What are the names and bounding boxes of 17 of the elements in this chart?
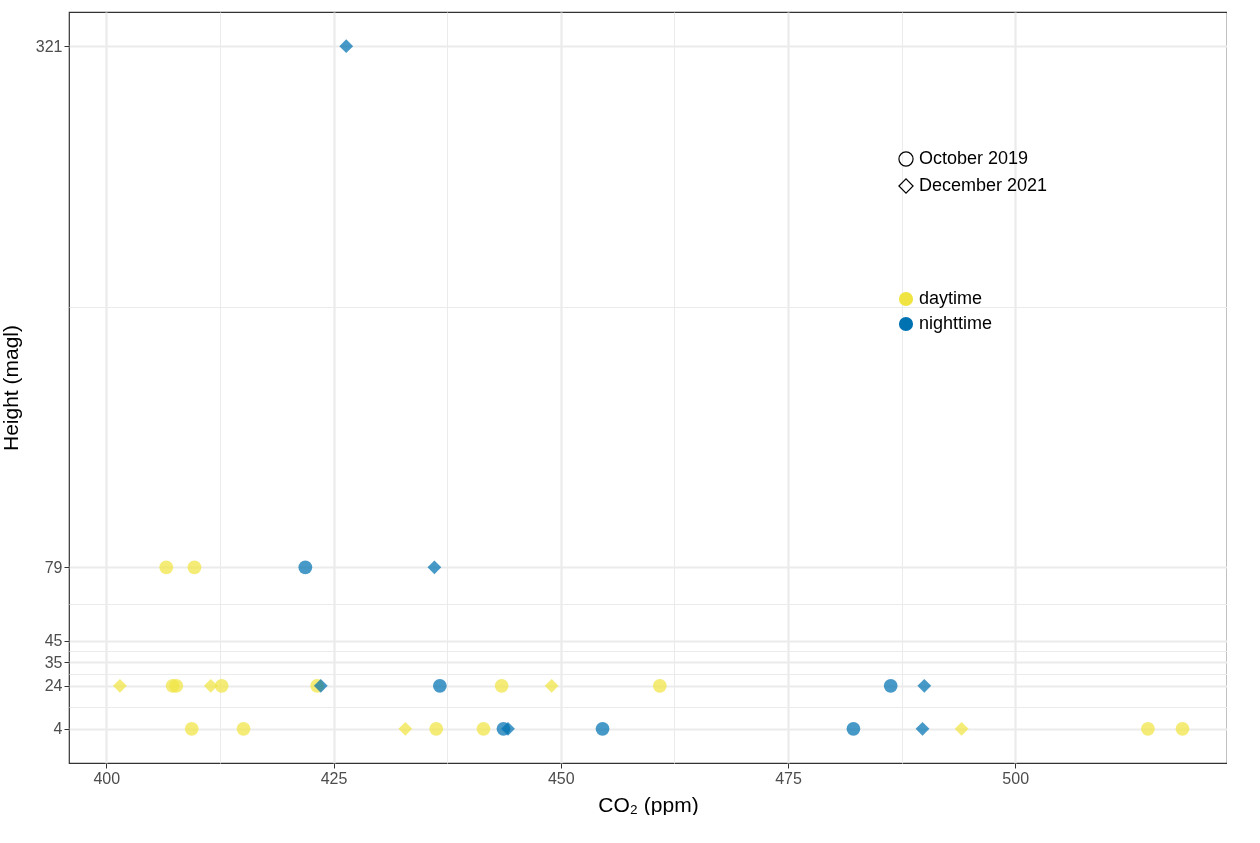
x-tick-label: 450 xyxy=(547,769,575,787)
y-axis-title: Height (magl) xyxy=(0,324,22,452)
legend-label: nighttime xyxy=(919,313,993,333)
y-tick-label: 321 xyxy=(35,37,63,55)
x-tick-label: 425 xyxy=(320,769,348,787)
legend-label: daytime xyxy=(919,288,983,308)
x-tick-label: 475 xyxy=(775,769,802,787)
y-tick-label: 24 xyxy=(44,677,63,695)
y-tick-label: 4 xyxy=(53,720,63,738)
y-tick-label: 45 xyxy=(44,632,63,650)
annotation: December 2021 xyxy=(919,175,1048,195)
x-axis-title: CO₂ (ppm) xyxy=(598,792,699,816)
y-tick-label: 79 xyxy=(44,558,63,576)
y-tick-label: 35 xyxy=(44,653,63,671)
x-tick-label: 500 xyxy=(1002,769,1030,787)
annotation: October 2019 xyxy=(919,148,1029,168)
x-tick-label: 400 xyxy=(93,769,121,787)
